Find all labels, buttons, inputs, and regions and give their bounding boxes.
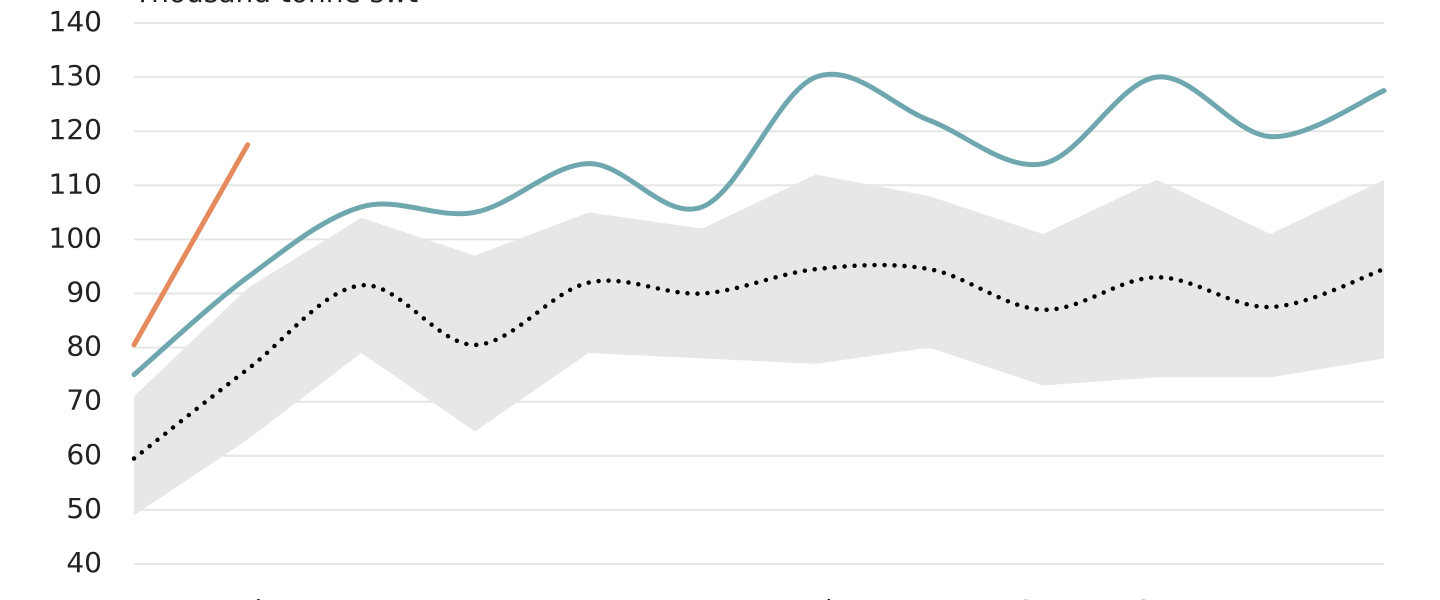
x-tick-label: Apr (451, 594, 500, 600)
x-tick-label: Sep (1017, 594, 1070, 600)
x-tick-label: Jun (678, 594, 724, 600)
x-tick-label: May (560, 594, 618, 600)
y-tick-label: 120 (49, 113, 102, 146)
y-tick-label: 60 (66, 438, 102, 471)
y-tick-label: 140 (49, 5, 102, 38)
x-tick-label: Jan (110, 594, 155, 600)
x-tick-label: Nov (1243, 594, 1298, 600)
x-tick-label: Jul (797, 594, 833, 600)
series-line (131, 71, 1387, 378)
y-tick-label: 50 (66, 492, 102, 525)
y-tick-label: 110 (49, 167, 102, 200)
chart-title: Thousand tonne swt (133, 0, 418, 9)
x-tick-label: Feb (223, 594, 273, 600)
series-line (131, 142, 251, 348)
series-line (131, 262, 1387, 461)
y-tick-label: 40 (66, 546, 102, 579)
range-band (134, 174, 1384, 516)
y-tick-label: 100 (49, 221, 102, 254)
y-tick-label: 80 (66, 330, 102, 363)
x-tick-label: Aug (902, 594, 957, 600)
x-tick-label: Oct (1133, 594, 1181, 600)
y-tick-label: 90 (66, 276, 102, 309)
y-tick-label: 130 (49, 59, 102, 92)
x-tick-label: Dec (1357, 594, 1411, 600)
x-tick-label: Mar (335, 594, 388, 600)
y-tick-label: 70 (66, 384, 102, 417)
